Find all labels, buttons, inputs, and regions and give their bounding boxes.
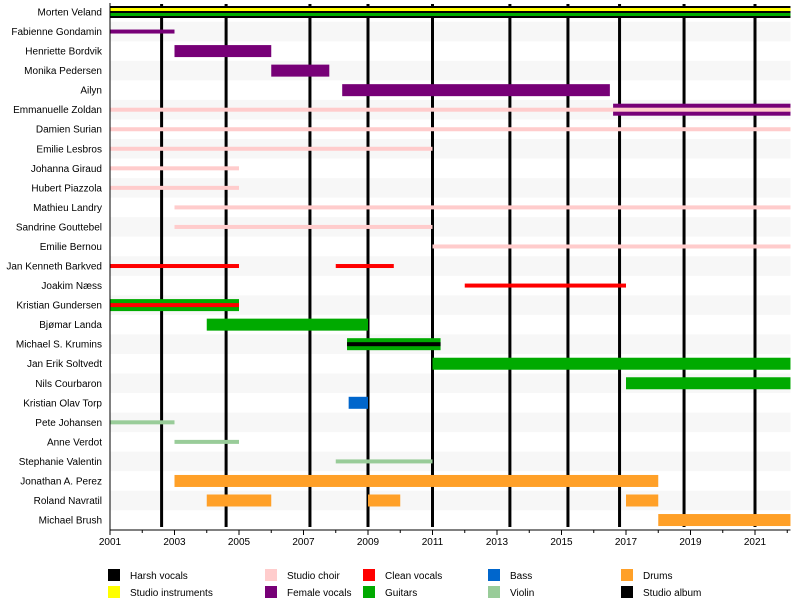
member-name: Roland Navratil: [34, 496, 102, 507]
member-name: Michael S. Krumins: [16, 340, 102, 351]
legend-label-studio: Studio instruments: [130, 588, 213, 599]
x-tick-label: 2003: [163, 537, 186, 548]
member-name: Pete Johansen: [35, 418, 102, 429]
bar-drums: [174, 474, 659, 487]
legend-label-clean: Clean vocals: [385, 571, 442, 582]
bar-drums: [368, 494, 401, 507]
bar-choir: [110, 166, 239, 171]
member-name: Mathieu Landry: [33, 203, 102, 214]
bar-clean: [110, 264, 239, 269]
legend-label-album: Studio album: [643, 588, 701, 599]
x-tick-label: 2017: [615, 537, 638, 548]
x-tick-label: 2009: [357, 537, 380, 548]
bar-studio: [110, 8, 791, 11]
legend-label-drums: Drums: [643, 571, 672, 582]
bar-drums: [626, 494, 659, 507]
x-tick-label: 2011: [422, 537, 444, 548]
bar-female: [174, 45, 272, 58]
bar-clean: [110, 303, 239, 308]
bar-harsh: [110, 6, 791, 18]
member-name: Fabienne Gondamin: [11, 27, 102, 38]
member-name: Damien Surian: [36, 125, 102, 136]
x-tick-label: 2001: [99, 537, 122, 548]
x-tick-label: 2021: [744, 537, 767, 548]
legend-swatch-violin: [488, 586, 500, 598]
legend-label-female: Female vocals: [287, 588, 351, 599]
member-name: Johanna Giraud: [31, 164, 102, 175]
bar-harsh: [347, 342, 441, 347]
bar-guitars: [432, 357, 791, 370]
legend-swatch-drums: [621, 569, 633, 581]
member-name: Hubert Piazzola: [31, 183, 102, 194]
x-tick-label: 2013: [486, 537, 509, 548]
bar-choir: [110, 107, 791, 112]
bar-female: [110, 29, 175, 34]
row-background: [110, 60, 791, 81]
legend-label-choir: Studio choir: [287, 571, 340, 582]
row-background: [110, 451, 791, 472]
member-name: Emilie Lesbros: [36, 144, 102, 155]
legend-label-bass: Bass: [510, 571, 532, 582]
legend-swatch-female: [265, 586, 277, 598]
member-name: Kristian Olav Torp: [23, 398, 102, 409]
bar-clean: [464, 283, 626, 288]
bar-clean: [335, 264, 394, 269]
member-name: Stephanie Valentin: [19, 457, 102, 468]
legend-label-guitars: Guitars: [385, 588, 417, 599]
member-name: Henriette Bordvik: [25, 47, 103, 58]
member-name: Jan Kenneth Barkved: [6, 262, 102, 273]
legend-label-violin: Violin: [510, 588, 534, 599]
bar-guitars: [110, 13, 791, 16]
member-name: Jan Erik Soltvedt: [27, 359, 102, 370]
member-name: Emilie Bernou: [40, 242, 102, 253]
member-name: Ailyn: [80, 86, 102, 97]
bar-guitars: [206, 318, 368, 331]
member-name: Sandrine Gouttebel: [16, 222, 102, 233]
bar-female: [271, 64, 330, 77]
member-name: Bjømar Landa: [39, 320, 102, 331]
x-tick-label: 2015: [550, 537, 573, 548]
bar-guitars: [626, 377, 791, 390]
bar-female: [342, 84, 610, 97]
legend-swatch-album: [621, 586, 633, 598]
row-background: [110, 334, 791, 354]
bar-violin: [110, 420, 175, 425]
member-name: Michael Brush: [39, 516, 102, 527]
legend-swatch-studio: [108, 586, 120, 598]
member-name: Emmanuelle Zoldan: [13, 105, 102, 116]
legend-swatch-clean: [363, 569, 375, 581]
legend-swatch-harsh: [108, 569, 120, 581]
member-name: Anne Verdot: [47, 437, 102, 448]
member-name: Joakim Næss: [41, 281, 102, 292]
member-name: Morten Veland: [38, 8, 103, 19]
member-name: Jonathan A. Perez: [20, 476, 102, 487]
legend-swatch-guitars: [363, 586, 375, 598]
bar-choir: [174, 205, 791, 210]
bar-violin: [335, 459, 433, 464]
x-tick-label: 2005: [228, 537, 251, 548]
row-background: [110, 412, 791, 433]
bar-violin: [174, 439, 239, 444]
bar-choir: [174, 224, 433, 229]
bar-choir: [110, 127, 791, 132]
member-name: Nils Courbaron: [35, 379, 102, 390]
member-name: Monika Pedersen: [24, 66, 102, 77]
x-tick-label: 2007: [292, 537, 315, 548]
bar-bass: [348, 396, 368, 409]
legend-swatch-bass: [488, 569, 500, 581]
row-background: [110, 21, 791, 42]
legend-label-harsh: Harsh vocals: [130, 571, 188, 582]
bar-drums: [658, 514, 791, 527]
bar-drums: [206, 494, 272, 507]
bar-choir: [110, 146, 433, 151]
legend-swatch-choir: [265, 569, 277, 581]
member-name: Kristian Gundersen: [16, 301, 102, 312]
bar-choir: [110, 185, 239, 190]
x-tick-label: 2019: [679, 537, 702, 548]
bar-choir: [432, 244, 791, 249]
